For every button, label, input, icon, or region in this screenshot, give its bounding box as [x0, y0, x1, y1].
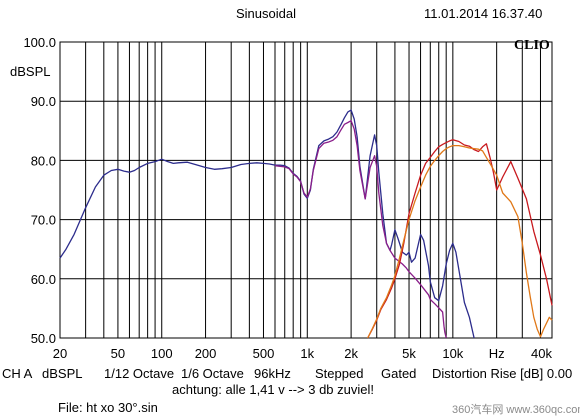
y-tick-label: 90.0	[31, 94, 56, 109]
x-tick-label: 500	[253, 346, 275, 361]
plot-frame	[59, 41, 553, 339]
unit-setting: dBSPL	[42, 366, 83, 381]
series-line-4	[367, 144, 553, 339]
x-tick-label: 20	[53, 346, 67, 361]
settings-row: CH A dBSPL 1/12 Octave 1/6 Octave 96kHz …	[0, 366, 580, 384]
measurement-note: achtung: alle 1,41 v --> 3 db zuviel!	[172, 382, 374, 397]
x-tick-label: 1k	[300, 346, 314, 361]
measurement-mode: Sinusoidal	[236, 6, 296, 21]
gating-setting: Gated	[381, 366, 417, 381]
timestamp: 11.01.2014 16.37.40	[424, 6, 543, 21]
file-name: File: ht xo 30°.sin	[58, 400, 158, 415]
chart-series	[59, 109, 553, 339]
sweep-setting: Stepped	[315, 366, 364, 381]
x-tick-label: 200	[195, 346, 217, 361]
chart-grid	[60, 42, 552, 338]
x-tick-label: 10k	[442, 346, 463, 361]
y-tick-label: 70.0	[31, 213, 56, 228]
clio-logo: CLIO	[514, 38, 550, 53]
series-line-3	[367, 139, 553, 339]
channel-setting: CH A	[2, 366, 33, 381]
x-tick-label: 5k	[402, 346, 416, 361]
distortion-setting: Distortion Rise [dB] 0.00	[432, 366, 573, 381]
x-tick-label: 2k	[344, 346, 358, 361]
y-tick-label: 60.0	[31, 272, 56, 287]
x-tick-label: 100	[151, 346, 173, 361]
site-watermark: 360汽车网 www.360qc.com	[452, 404, 580, 416]
sample-rate-setting: 96kHz	[254, 366, 291, 381]
y-tick-label: 50.0	[31, 331, 56, 346]
y-axis-label: dBSPL	[10, 64, 50, 79]
smoothing-setting: 1/6 Octave	[181, 366, 244, 381]
x-tick-label: 50	[111, 346, 125, 361]
series-line-2	[274, 120, 447, 339]
chart-tick-labels: 100.0 90.0 80.0 70.0 60.0 50.020 50 100 200 500 1k…	[23, 35, 552, 361]
series-line-1	[59, 109, 475, 339]
y-tick-label: 100.0	[23, 35, 56, 50]
x-tick-label: Hz	[489, 346, 505, 361]
x-tick-label: 40k	[531, 346, 552, 361]
resolution-setting: 1/12 Octave	[104, 366, 175, 381]
y-tick-label: 80.0	[31, 153, 56, 168]
